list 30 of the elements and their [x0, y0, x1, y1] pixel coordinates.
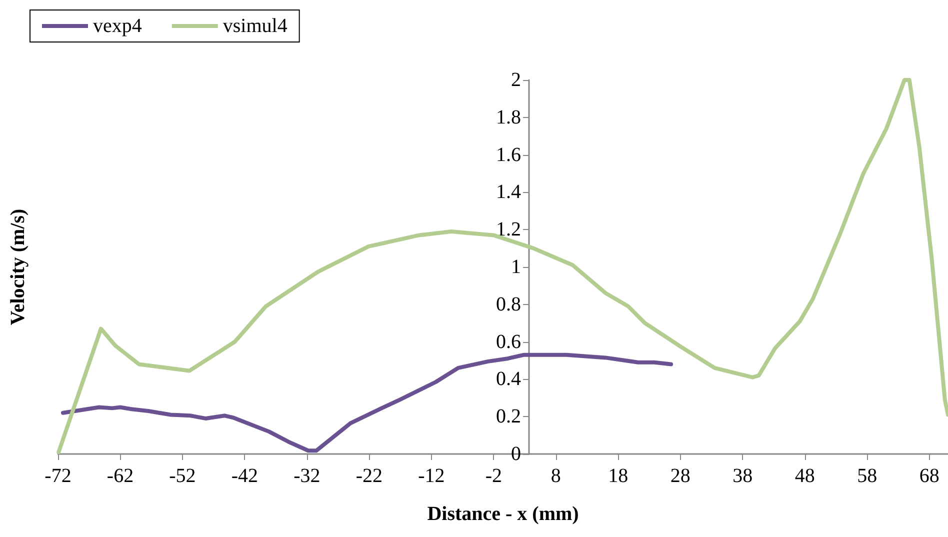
y-tick-label: 0	[511, 443, 522, 465]
legend-label: vexp4	[93, 15, 142, 37]
y-tick-label: 1.2	[496, 218, 522, 241]
y-tick-label: 0.4	[496, 368, 522, 390]
x-tick-label: -52	[169, 465, 196, 487]
x-axis-title: Distance - x (mm)	[427, 503, 579, 525]
x-tick-label: -72	[44, 465, 72, 487]
x-tick-label: -62	[106, 465, 134, 487]
y-tick-label: 1.6	[496, 144, 522, 166]
x-tick-label: -32	[294, 465, 320, 487]
x-tick-label: 8	[550, 465, 561, 487]
x-tick-label: 68	[919, 465, 940, 487]
x-tick-label: 28	[670, 465, 690, 487]
y-tick-label: 1.4	[496, 181, 522, 204]
y-tick-label: 0.8	[496, 293, 522, 316]
legend-label: vsimul4	[222, 15, 288, 37]
x-tick-label: -2	[485, 465, 502, 487]
x-tick-label: 38	[732, 465, 753, 487]
y-tick-label: 1	[511, 256, 522, 278]
y-tick-label: 1.8	[496, 106, 522, 128]
y-tick-label: 0.6	[496, 330, 522, 353]
y-axis-title: Velocity (m/s)	[7, 208, 29, 326]
y-tick-label: 0.2	[496, 406, 522, 428]
x-tick-label: -22	[356, 465, 383, 487]
x-tick-label: 48	[794, 465, 815, 487]
x-tick-label: -42	[231, 465, 258, 487]
y-tick-label: 2	[511, 69, 522, 91]
x-tick-label: -12	[418, 465, 445, 487]
x-tick-label: 58	[857, 465, 878, 487]
x-tick-label: 18	[608, 465, 628, 487]
